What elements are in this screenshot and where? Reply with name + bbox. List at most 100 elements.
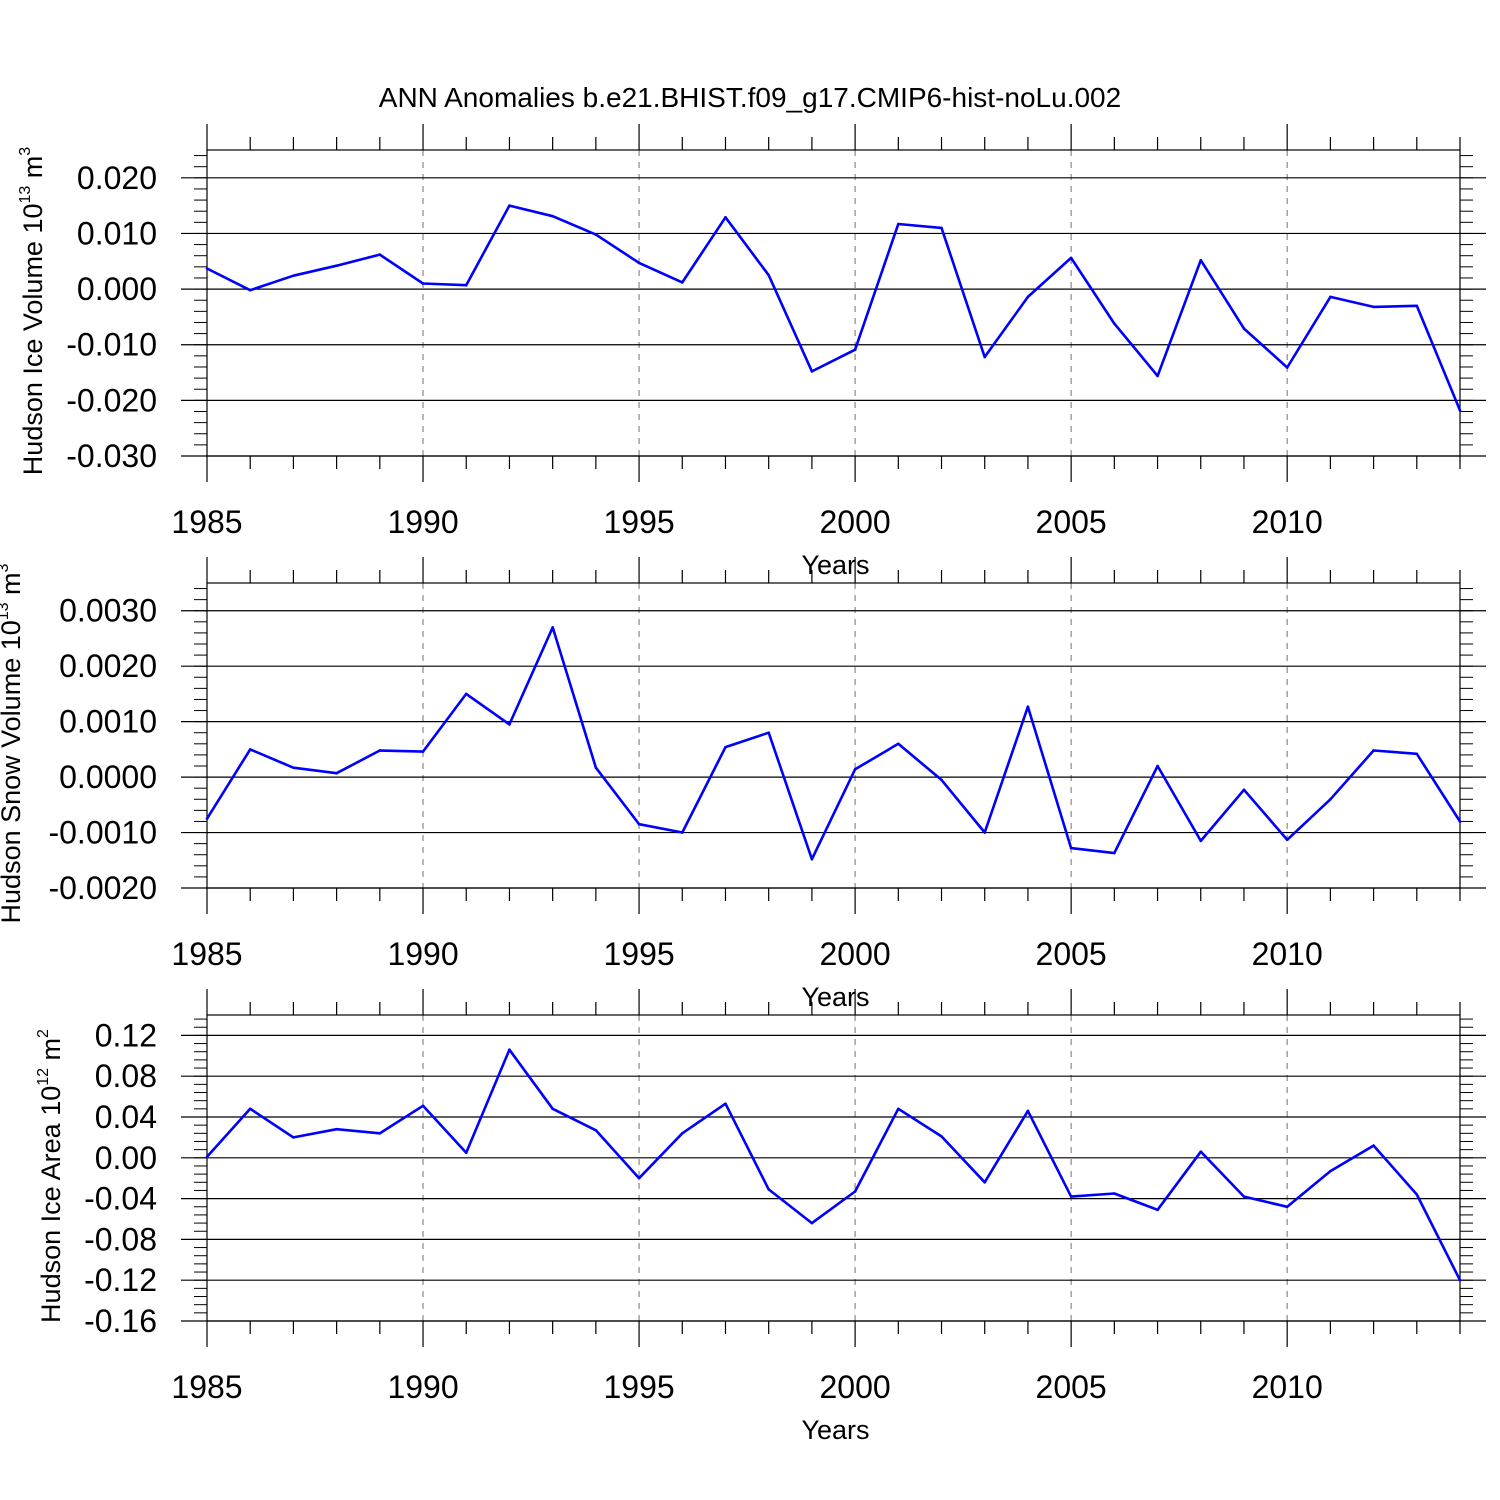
data-point bbox=[940, 1135, 943, 1138]
data-point bbox=[421, 1104, 425, 1108]
data-point bbox=[1285, 366, 1289, 369]
data-point bbox=[1026, 705, 1030, 708]
chart-panel-3: 0.12 0.08 0.04 0.00 -0.04 -0.08 -0.12 -0.16 1985… bbox=[35, 989, 1486, 1445]
series-line bbox=[206, 1048, 1462, 1281]
y-tick-label: 0.0020 bbox=[59, 648, 157, 684]
data-point bbox=[637, 822, 641, 826]
data-point bbox=[1242, 1195, 1246, 1198]
data-point bbox=[1069, 256, 1073, 260]
data-point bbox=[724, 216, 727, 219]
data-point bbox=[897, 1107, 900, 1111]
y-axis-label-main: Hudson Snow Volume 10 bbox=[0, 620, 26, 923]
data-point bbox=[1415, 1193, 1419, 1196]
data-point bbox=[1329, 1169, 1332, 1173]
data-point bbox=[1156, 764, 1159, 768]
data-point bbox=[292, 1136, 295, 1139]
data-point bbox=[1242, 327, 1246, 330]
data-point bbox=[1026, 295, 1030, 299]
data-point bbox=[335, 771, 338, 775]
data-point bbox=[810, 1221, 814, 1225]
plot-frame bbox=[206, 582, 1461, 889]
series-line bbox=[206, 204, 1462, 411]
y-tick-label: -0.0010 bbox=[48, 815, 157, 851]
y-axis-label-main: Hudson Ice Area 10 bbox=[36, 1086, 66, 1323]
y-axis-label: Hudson Ice Area 1012 m2 bbox=[35, 1029, 66, 1323]
y-axis-label-main: Hudson Ice Volume 10 bbox=[18, 204, 48, 476]
y-tick-label: -0.12 bbox=[84, 1262, 157, 1298]
data-point bbox=[897, 222, 900, 226]
data-point bbox=[897, 742, 900, 746]
y-tick-label: 0.000 bbox=[77, 271, 157, 307]
x-tick-label: 2005 bbox=[1036, 936, 1107, 972]
y-tick-label: -0.010 bbox=[66, 327, 157, 363]
data-point bbox=[1458, 1278, 1462, 1282]
x-tick-label: 1990 bbox=[387, 1369, 458, 1405]
data-point bbox=[1026, 1109, 1030, 1113]
x-tick-label: 2000 bbox=[820, 936, 891, 972]
data-point bbox=[464, 692, 468, 696]
data-point bbox=[724, 745, 727, 749]
data-point bbox=[335, 264, 338, 268]
data-point bbox=[1156, 1208, 1159, 1212]
x-tick-label: 1985 bbox=[171, 936, 242, 972]
data-point bbox=[1372, 305, 1375, 309]
x-tick-label: 2010 bbox=[1252, 936, 1323, 972]
data-point bbox=[1069, 846, 1073, 850]
chart-panel-1: 0.020 0.010 0.000 -0.010 -0.020 -0.030 1985 199… bbox=[17, 124, 1486, 580]
data-point bbox=[248, 288, 252, 292]
data-point bbox=[1156, 374, 1159, 378]
data-point bbox=[983, 355, 987, 359]
data-point bbox=[464, 1151, 468, 1154]
data-point bbox=[853, 768, 857, 771]
data-point bbox=[983, 1180, 987, 1184]
data-point bbox=[853, 1190, 857, 1193]
x-axis-label: Years bbox=[801, 1415, 869, 1445]
data-point bbox=[205, 1155, 209, 1159]
data-point bbox=[637, 1176, 641, 1180]
y-tick-label: -0.16 bbox=[84, 1303, 157, 1339]
data-point bbox=[508, 204, 511, 207]
y-tick-label: 0.08 bbox=[95, 1058, 157, 1094]
x-axis-label: Years bbox=[801, 982, 869, 1012]
data-point bbox=[508, 1048, 511, 1051]
data-point bbox=[767, 731, 770, 735]
data-point bbox=[1242, 788, 1246, 792]
y-axis-label-unit: m bbox=[0, 572, 26, 602]
x-tick-label: 2010 bbox=[1252, 504, 1323, 540]
y-axis-label-unit: m bbox=[36, 1038, 66, 1068]
y-tick-label: -0.04 bbox=[84, 1181, 157, 1217]
x-tick-label: 1995 bbox=[603, 1369, 674, 1405]
y-tick-label: 0.00 bbox=[95, 1140, 157, 1176]
x-axis-label: Years bbox=[801, 550, 869, 580]
y-tick-label: 0.04 bbox=[95, 1099, 157, 1135]
x-tick-label: 1990 bbox=[387, 504, 458, 540]
data-point bbox=[378, 253, 382, 256]
plot-frame bbox=[206, 149, 1461, 457]
data-point bbox=[378, 749, 382, 752]
y-axis-label-unit-exponent: 2 bbox=[35, 1029, 52, 1038]
y-tick-label: 0.020 bbox=[77, 160, 157, 196]
chart-panels: 0.020 0.010 0.000 -0.010 -0.020 -0.030 1985 199… bbox=[0, 124, 1486, 1445]
y-axis-label-exponent: 12 bbox=[35, 1068, 52, 1086]
data-point bbox=[1415, 304, 1419, 308]
data-point bbox=[1285, 838, 1289, 842]
y-axis-label-exponent: 13 bbox=[17, 186, 34, 204]
data-point bbox=[810, 857, 814, 861]
data-point bbox=[1199, 1150, 1203, 1153]
data-point bbox=[940, 226, 943, 230]
data-point bbox=[594, 766, 598, 769]
y-tick-label: 0.0000 bbox=[59, 759, 157, 795]
y-tick-label: -0.08 bbox=[84, 1221, 157, 1257]
y-tick-label: 0.0030 bbox=[59, 593, 157, 629]
figure-title: ANN Anomalies b.e21.BHIST.f09_g17.CMIP6-… bbox=[379, 82, 1121, 113]
y-axis-label-unit-exponent: 3 bbox=[17, 147, 34, 156]
data-point bbox=[421, 282, 425, 285]
data-point bbox=[551, 1107, 554, 1111]
y-tick-label: 0.12 bbox=[95, 1017, 157, 1053]
y-axis-label-unit: m bbox=[18, 156, 48, 186]
y-tick-label: -0.030 bbox=[66, 438, 157, 474]
series-line bbox=[205, 626, 1462, 861]
data-point bbox=[680, 831, 684, 834]
x-tick-label: 1985 bbox=[171, 1369, 242, 1405]
